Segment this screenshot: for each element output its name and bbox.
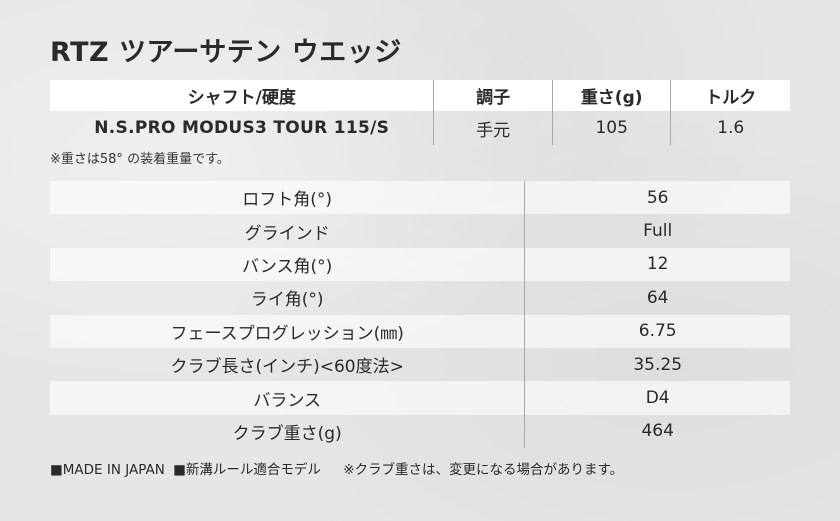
- detail-value: 6.75: [524, 314, 790, 348]
- detail-value: 12: [524, 247, 790, 282]
- detail-label: フェースプログレッション(㎜): [170, 323, 404, 344]
- header-weight: 重さ(g): [552, 80, 672, 111]
- value-shaft: N.S.PRO MODUS3 TOUR 115/S: [50, 111, 435, 145]
- shaft-spec-table: シャフト/硬度 調子 重さ(g) トルク N.S.PRO MODUS3 TOUR…: [50, 80, 790, 145]
- detail-row: ライ角(°) 64: [50, 281, 790, 315]
- detail-row: バンス角(°) 12: [50, 247, 790, 282]
- detail-value: 64: [524, 281, 790, 315]
- detail-value: Full: [524, 214, 790, 248]
- club-weight-note: ※クラブ重さは、変更になる場合があります。: [343, 462, 624, 478]
- spec-value-row: N.S.PRO MODUS3 TOUR 115/S 手元 105 1.6: [50, 111, 790, 145]
- detail-row: バランス D4: [50, 381, 790, 415]
- detail-row: クラブ重さ(g) 464: [50, 414, 790, 449]
- detail-value: 464: [524, 414, 790, 449]
- detail-label: クラブ重さ(g): [232, 423, 342, 444]
- detail-row: ロフト角(°) 56: [50, 181, 790, 215]
- made-in-japan-label: ■MADE IN JAPAN: [50, 462, 165, 478]
- footer-notes: ■MADE IN JAPAN ■新溝ルール適合モデル ※クラブ重さは、変更になる…: [50, 458, 627, 478]
- groove-rule-label: ■新溝ルール適合モデル: [173, 462, 321, 478]
- detail-row: フェースプログレッション(㎜) 6.75: [50, 314, 790, 348]
- value-torque: 1.6: [717, 118, 745, 138]
- detail-value: D4: [524, 381, 790, 415]
- detail-label: ライ角(°): [250, 290, 324, 311]
- detail-label: クラブ長さ(インチ)<60度法>: [170, 357, 404, 378]
- header-torque: トルク: [670, 80, 790, 111]
- header-shaft: シャフト/硬度: [50, 80, 435, 111]
- detail-label: グラインド: [244, 223, 330, 244]
- header-kick-point: 調子: [433, 80, 553, 111]
- value-weight: 105: [552, 111, 672, 145]
- spec-header-row: シャフト/硬度 調子 重さ(g) トルク: [50, 80, 790, 111]
- value-kick-point: 手元: [433, 111, 553, 145]
- detail-label: ロフト角(°): [242, 190, 333, 211]
- detail-value: 35.25: [524, 347, 790, 382]
- detail-row: クラブ長さ(インチ)<60度法> 35.25: [50, 347, 790, 382]
- detail-value: 56: [524, 181, 790, 215]
- detail-spec-table: ロフト角(°) 56 グラインド Full バンス角(°) 12 ライ角(°) …: [50, 181, 790, 449]
- weight-note: ※重さは58° の装着重量です。: [50, 152, 230, 167]
- product-title: RTZ ツアーサテン ウエッジ: [50, 37, 402, 68]
- detail-label: バンス角(°): [242, 256, 333, 277]
- detail-row: グラインド Full: [50, 214, 790, 248]
- detail-label: バランス: [253, 390, 322, 411]
